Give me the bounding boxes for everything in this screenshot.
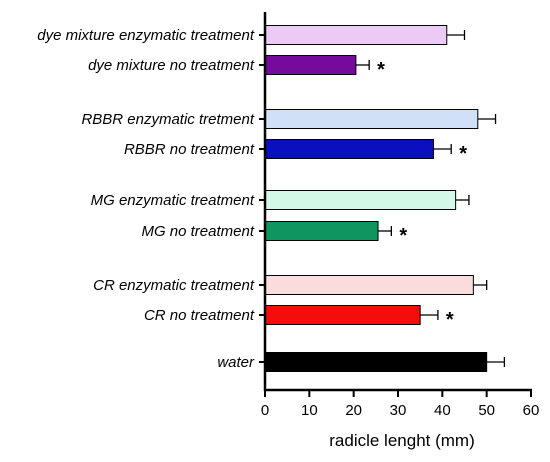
significance-marker: * <box>377 59 385 81</box>
x-tick-label: 0 <box>261 402 269 419</box>
bar <box>264 275 474 295</box>
category-label: MG enzymatic treatment <box>91 192 255 209</box>
category-label: MG no treatment <box>141 223 254 240</box>
x-ticks-layer: 0 10 20 30 40 50 60 <box>259 34 540 419</box>
x-tick-label: 40 <box>434 402 451 419</box>
error-bars-layer <box>355 30 506 367</box>
category-label: CR no treatment <box>144 307 255 324</box>
x-tick-label: 50 <box>478 402 495 419</box>
bar <box>264 352 488 372</box>
x-axis-title: radicle lenght (mm) <box>329 431 475 450</box>
bar <box>264 25 448 45</box>
bar <box>264 55 357 75</box>
category-label: RBBR enzymatic tretment <box>81 111 254 128</box>
bar <box>264 221 379 241</box>
significance-marker: * <box>399 225 407 247</box>
bar <box>264 305 421 325</box>
category-label: CR enzymatic treatment <box>93 277 255 294</box>
bar <box>264 109 479 129</box>
category-labels-layer: dye mixture enzymatic treatment dye mixtu… <box>37 27 467 371</box>
x-tick-label: 10 <box>301 402 318 419</box>
category-label: water <box>217 354 255 371</box>
x-tick-label: 20 <box>345 402 362 419</box>
bar <box>264 139 434 159</box>
category-label: RBBR no treatment <box>124 141 255 158</box>
category-label: dye mixture no treatment <box>88 57 255 74</box>
x-tick-label: 30 <box>390 402 407 419</box>
significance-marker: * <box>446 309 454 331</box>
significance-marker: * <box>459 143 467 165</box>
x-tick-label: 60 <box>523 402 540 419</box>
bar <box>264 190 457 210</box>
category-label: dye mixture enzymatic treatment <box>37 27 255 44</box>
